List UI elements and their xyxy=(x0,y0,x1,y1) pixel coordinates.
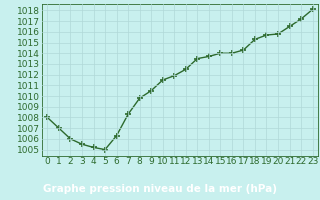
Text: Graphe pression niveau de la mer (hPa): Graphe pression niveau de la mer (hPa) xyxy=(43,184,277,194)
